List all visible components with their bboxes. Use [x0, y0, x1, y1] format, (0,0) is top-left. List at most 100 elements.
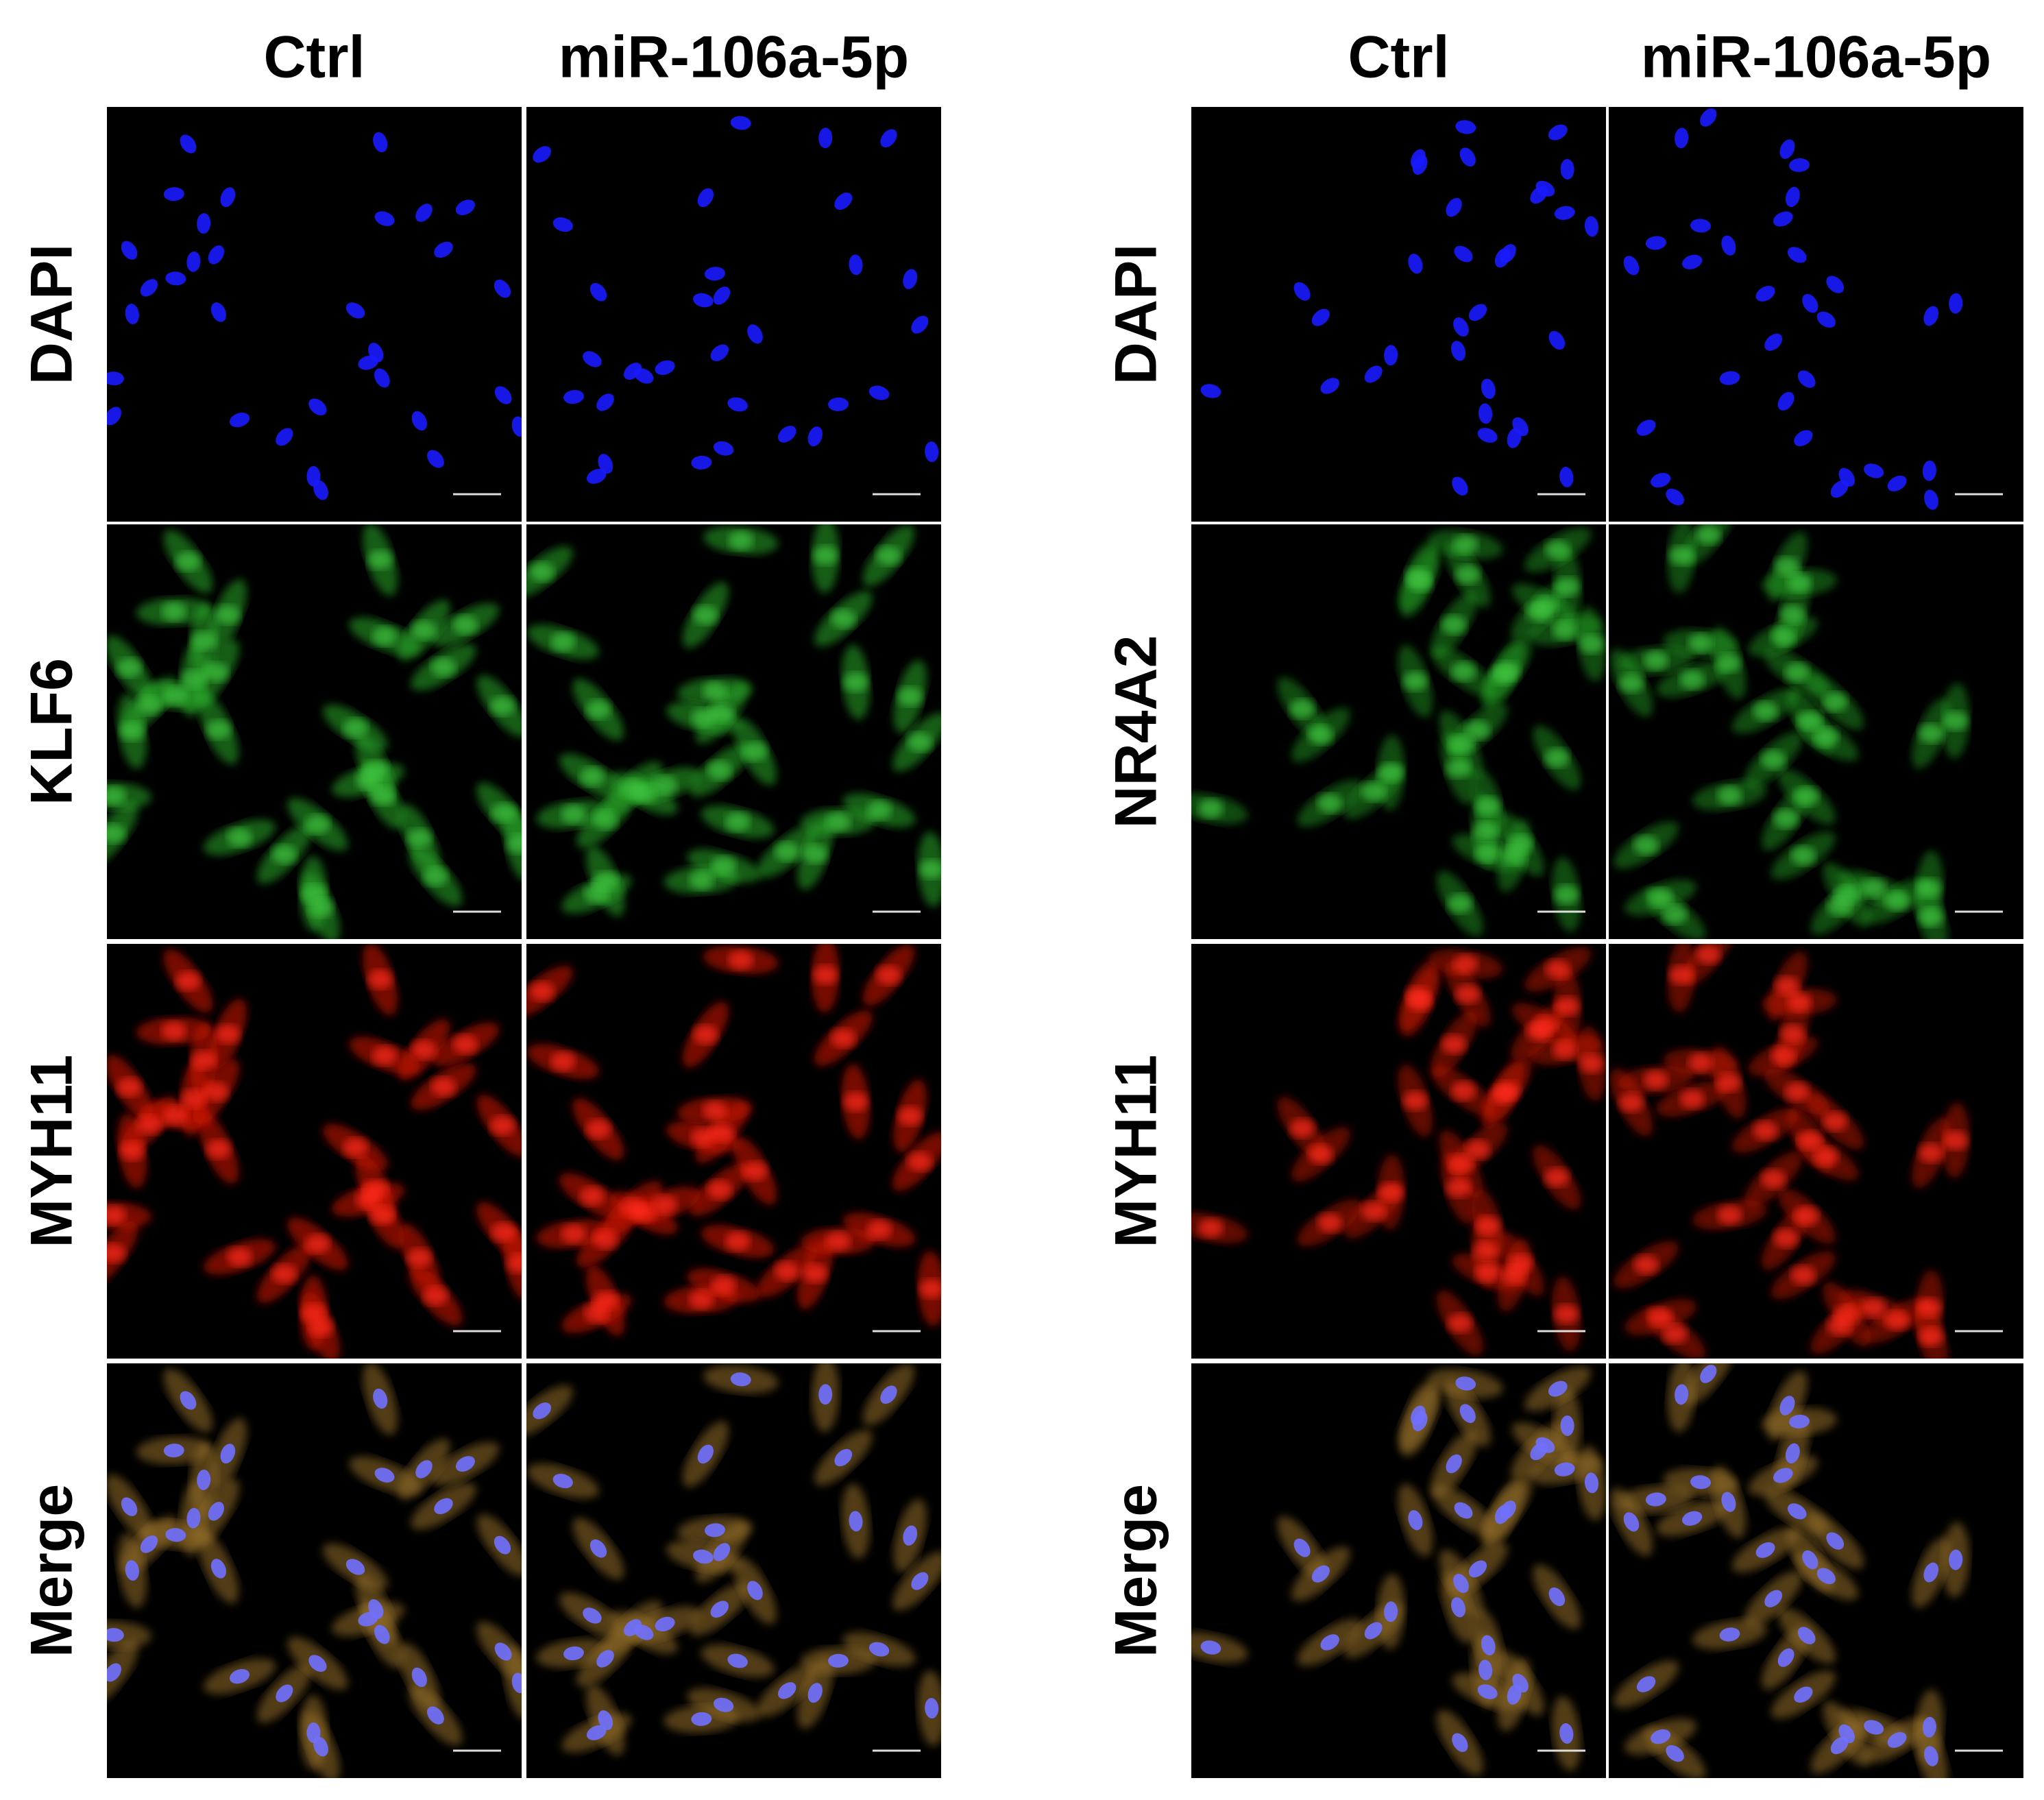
nucleus — [849, 254, 863, 276]
nucleus — [1468, 1560, 1487, 1578]
nucleus — [563, 389, 584, 404]
cell-nucleus-signal — [117, 658, 142, 678]
cell-nucleus-signal — [1669, 965, 1694, 985]
cell-nucleus-signal — [653, 1195, 678, 1215]
cell-nucleus-signal — [489, 696, 515, 716]
nucleus — [1364, 1622, 1383, 1640]
nucleus — [1773, 211, 1793, 227]
micrograph — [107, 944, 522, 1359]
cell-nucleus-signal — [1579, 1054, 1604, 1073]
image-background — [526, 107, 941, 522]
cell-nucleus-signal — [204, 1082, 229, 1102]
nucleus — [1454, 245, 1473, 263]
nucleus — [210, 1559, 226, 1579]
nucleus — [1924, 1746, 1938, 1766]
nucleus — [1559, 1723, 1574, 1744]
nucleus — [1785, 186, 1800, 208]
cell-nucleus-signal — [1696, 525, 1721, 545]
nucleus — [1719, 371, 1740, 385]
cell-nucleus-signal — [1289, 699, 1315, 719]
cell-nucleus-signal — [1554, 1304, 1579, 1324]
nucleus — [1479, 403, 1493, 424]
nucleus — [1554, 206, 1575, 220]
cell-nucleus-signal — [1761, 1169, 1786, 1189]
cell-nucleus-signal — [1555, 996, 1580, 1016]
cell-nucleus-signal — [1475, 1263, 1500, 1282]
cell-nucleus-signal — [107, 786, 126, 806]
nucleus — [691, 455, 712, 470]
cell-nucleus-signal — [372, 1046, 398, 1066]
cell-nucleus-signal — [1579, 634, 1604, 654]
micrograph — [1191, 524, 1606, 939]
nucleus — [583, 351, 602, 367]
cell-nucleus-signal — [1861, 878, 1886, 898]
nucleus — [494, 279, 511, 298]
cell-nucleus-signal — [742, 742, 768, 762]
cell-nucleus-signal — [1198, 1218, 1224, 1238]
nucleus — [710, 1601, 729, 1618]
cell-nucleus-signal — [1465, 720, 1490, 740]
nucleus — [345, 1559, 365, 1575]
nucleus — [849, 1511, 863, 1532]
cell-nucleus-signal — [620, 1198, 646, 1218]
nucleus — [427, 450, 444, 468]
cell-nucleus-signal — [653, 775, 678, 795]
cell-nucleus-signal — [191, 1050, 217, 1070]
nucleus — [1690, 1475, 1711, 1489]
cell-nucleus-signal — [1716, 1073, 1741, 1093]
nucleus — [1408, 254, 1423, 274]
nucleus — [1548, 1381, 1568, 1397]
nucleus — [818, 1384, 833, 1405]
nucleus — [586, 468, 607, 484]
cell-nucleus-signal — [117, 1078, 142, 1097]
micrograph — [526, 524, 941, 939]
nucleus — [589, 1539, 607, 1558]
nucleus — [1645, 236, 1666, 250]
nucleus — [807, 426, 823, 447]
cell-nucleus-signal — [1441, 615, 1467, 635]
cell-nucleus-signal — [1405, 566, 1431, 586]
cell-nucleus-signal — [1643, 1070, 1668, 1090]
nucleus — [1584, 216, 1599, 237]
cell-nucleus-signal — [1544, 1167, 1570, 1187]
cell-nucleus-signal — [1643, 650, 1668, 670]
nucleus — [1452, 1733, 1468, 1752]
nucleus — [121, 1497, 138, 1516]
cell-nucleus-signal — [843, 672, 868, 692]
cell-nucleus-signal — [423, 866, 448, 886]
nucleus — [125, 304, 139, 324]
cell-nucleus-signal — [489, 1116, 515, 1136]
nucleus — [1816, 1568, 1836, 1585]
cell-nucleus-signal — [1447, 1313, 1472, 1333]
cell-nucleus-signal — [825, 812, 851, 831]
nucleus — [697, 188, 714, 208]
cell-nucleus-signal — [585, 700, 611, 720]
cell-nucleus-signal — [1773, 809, 1799, 829]
column-header: Ctrl — [263, 25, 365, 90]
nucleus — [107, 372, 124, 386]
cell-nucleus-signal — [1679, 670, 1705, 690]
nucleus — [552, 1474, 573, 1489]
row-label: MYH11 — [19, 1054, 85, 1248]
nucleus — [1411, 149, 1426, 169]
nucleus — [1923, 306, 1939, 326]
micrograph — [526, 944, 941, 1359]
cell-nucleus-signal — [742, 1161, 768, 1181]
nucleus — [197, 212, 211, 234]
nucleus — [411, 1667, 427, 1688]
micrograph — [1609, 524, 2023, 939]
cell-nucleus-signal — [1861, 1298, 1886, 1317]
nucleus — [827, 1653, 849, 1668]
nucleus — [208, 245, 225, 265]
nucleus — [494, 386, 512, 404]
nucleus — [180, 1391, 197, 1410]
cell-nucleus-signal — [305, 814, 330, 834]
nucleus — [434, 241, 453, 258]
cell-nucleus-signal — [343, 718, 368, 738]
cell-nucleus-signal — [136, 1115, 162, 1134]
cell-nucleus-signal — [507, 1254, 522, 1274]
cell-nucleus-signal — [191, 631, 217, 650]
cell-nucleus-signal — [728, 531, 753, 550]
cell-nucleus-signal — [119, 1141, 145, 1161]
cell-nucleus-signal — [271, 1264, 297, 1284]
